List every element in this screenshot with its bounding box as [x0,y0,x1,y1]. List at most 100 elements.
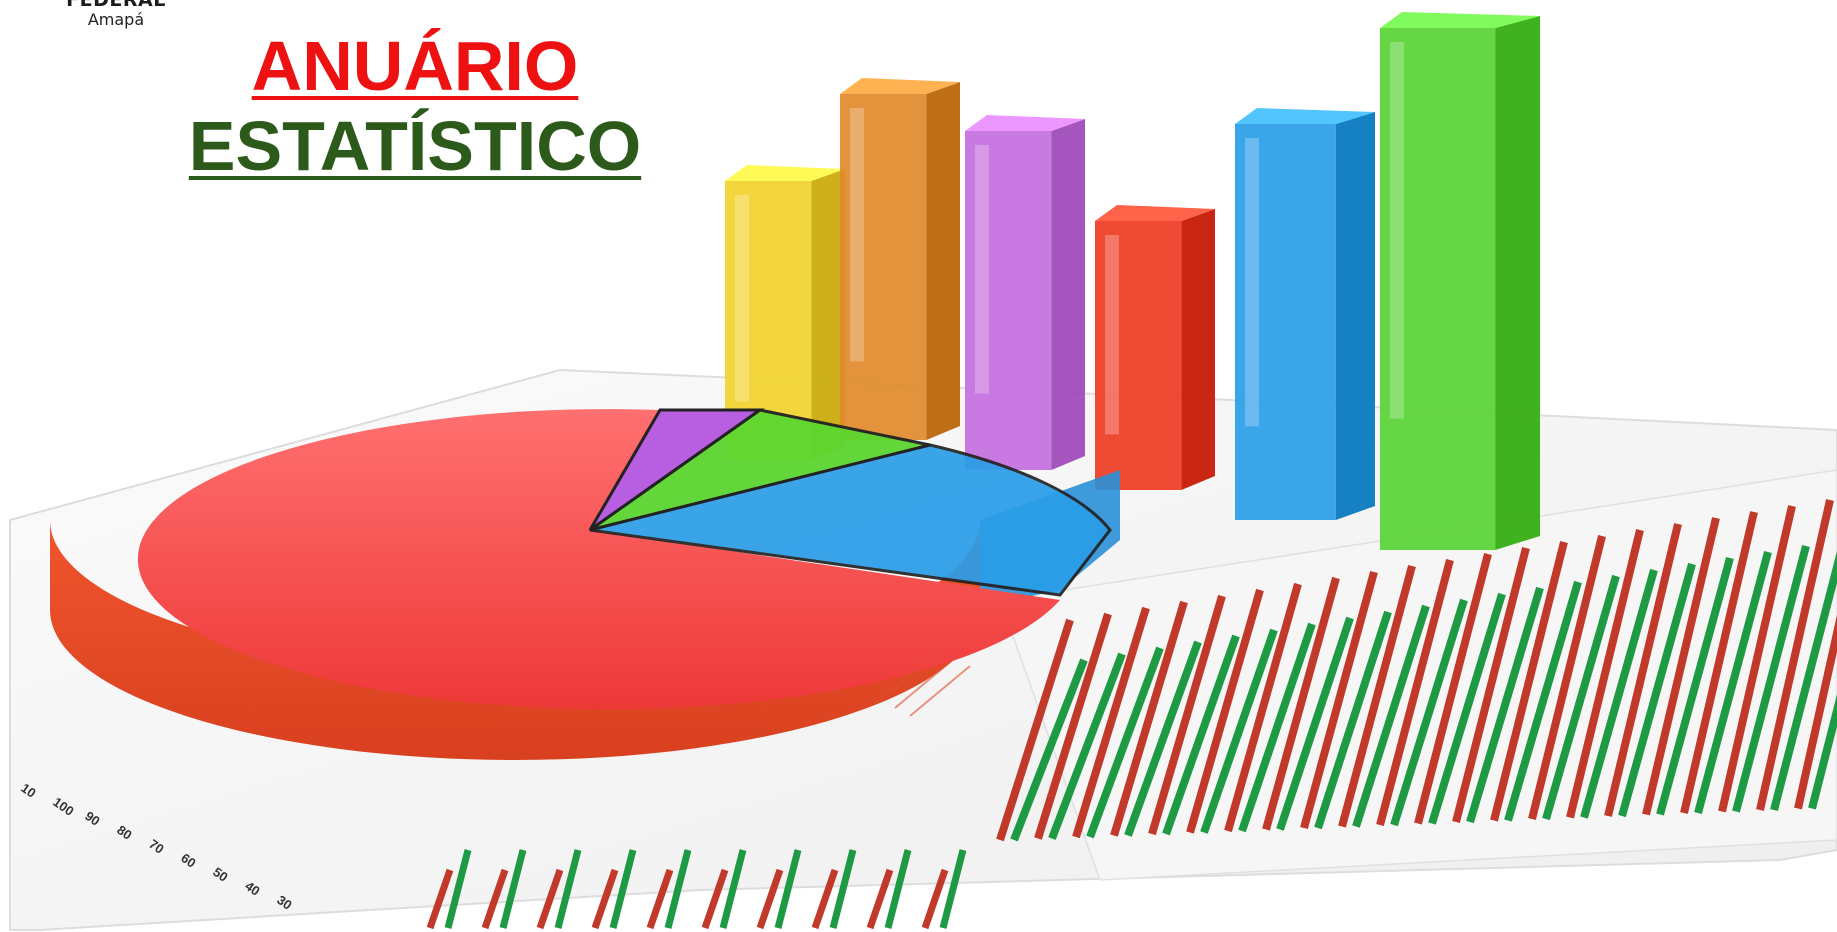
bar-top-face [725,165,845,181]
axis-tick-label: 50 [210,864,230,885]
bar-highlight [1390,42,1404,419]
paper-stripe [1794,614,1837,810]
paper-stripe [1034,612,1112,840]
paper-stripe [774,849,802,929]
paper-stripe [1072,606,1150,839]
paper-stripe [1352,604,1430,828]
paper-stripe [1808,694,1837,810]
paper-stripe [756,868,784,930]
axis-tick-label: 40 [242,878,262,899]
paper-stripe [829,849,857,929]
paper-stripe [1010,658,1088,842]
axis-tick-label: 90 [82,808,102,829]
paper-stripe [1390,598,1468,827]
bar-front-face [840,94,927,440]
title-line-2: ESTATÍSTICO [188,106,642,185]
paper-stripe [1314,610,1392,830]
paper-stripe [1110,600,1188,837]
paper-stripe [719,849,747,929]
bar-column [840,78,960,440]
bar-side-face [1495,16,1540,550]
paper-stripe [1566,529,1644,819]
paper-stripe [1542,574,1620,821]
paper-stripe [426,868,454,930]
axis-tick-label: 70 [146,836,166,857]
bar-columns-3d [725,12,1540,550]
paper-stripe [1580,568,1658,819]
paper-stripe [1224,582,1302,833]
paper-stripe [1504,580,1582,822]
paper-stripes [426,499,1837,930]
pie-slice-red [137,409,1060,710]
bar-highlight [975,145,989,394]
paper-stripe [996,618,1074,842]
institution-logo: FEDERAL Amapá [46,0,186,28]
paper-stripe [1148,594,1226,836]
bar-side-face [1051,119,1085,470]
axis-tick-label: 80 [114,822,134,843]
paper-stripe [646,868,674,930]
bar-front-face [1095,221,1182,490]
paper-stripe [1186,588,1264,834]
bar-side-face [1181,209,1215,490]
paper-stripe [444,849,472,929]
paper-stripe [884,849,912,929]
paper-stripe [554,849,582,929]
paper-stripe [1048,652,1126,840]
bar-front-face [1235,124,1336,520]
bar-column [1235,108,1375,520]
paper-stripe [536,868,564,930]
axis-tick-label: 30 [274,892,294,913]
paper-stripe [1200,628,1278,834]
axis-tick-label: 60 [178,850,198,871]
paper-stripe [591,868,619,930]
bar-top-face [1380,12,1540,28]
paper-stripe [1528,535,1606,820]
paper-stripe [1162,634,1240,836]
paper-stripe [609,849,637,929]
paper-stripe [1618,562,1696,818]
paper-stripe [1376,558,1454,827]
paper-stripe [1466,586,1544,824]
bar-highlight [1105,235,1119,435]
paper-stripe [866,868,894,930]
paper-stripe [1490,541,1568,822]
paper-stripe [1238,622,1316,833]
paper-stripe [1300,570,1378,830]
bar-column [965,115,1085,470]
paper-stripe [1338,564,1416,828]
bar-front-face [965,131,1052,470]
bar-highlight [1245,138,1259,427]
bar-front-face [1380,28,1496,550]
paper-stripe [664,849,692,929]
bar-column [1095,205,1215,490]
bar-side-face [926,82,960,440]
paper-stripe [1262,576,1340,831]
paper-stripe [1770,551,1837,812]
axis-tick-label: 10 [18,780,38,801]
page-title: ANUÁRIO ESTATÍSTICO [170,27,660,185]
paper-stripe [481,868,509,930]
paper-stripe [1718,505,1796,813]
paper-stripe [939,849,967,929]
paper-stripe [1604,523,1682,817]
paper-stripe [1124,640,1202,837]
bar-column [1380,12,1540,550]
paper-stripe [1276,616,1354,831]
pie-slice-blue [589,443,1112,597]
bar-highlight [735,195,749,402]
logo-org-text: FEDERAL [66,0,166,11]
paper-stripe [1732,544,1810,813]
pie-chart-3d [50,408,1120,760]
title-line-1: ANUÁRIO [251,27,579,105]
paper-stripe [499,849,527,929]
bar-top-face [965,115,1085,131]
bar-side-face [1335,112,1375,520]
paper-stripe [1756,499,1834,811]
bar-top-face [1095,205,1215,221]
paper-stripe [701,868,729,930]
paper-stripe [1452,547,1530,823]
paper-stripe [1414,552,1492,825]
